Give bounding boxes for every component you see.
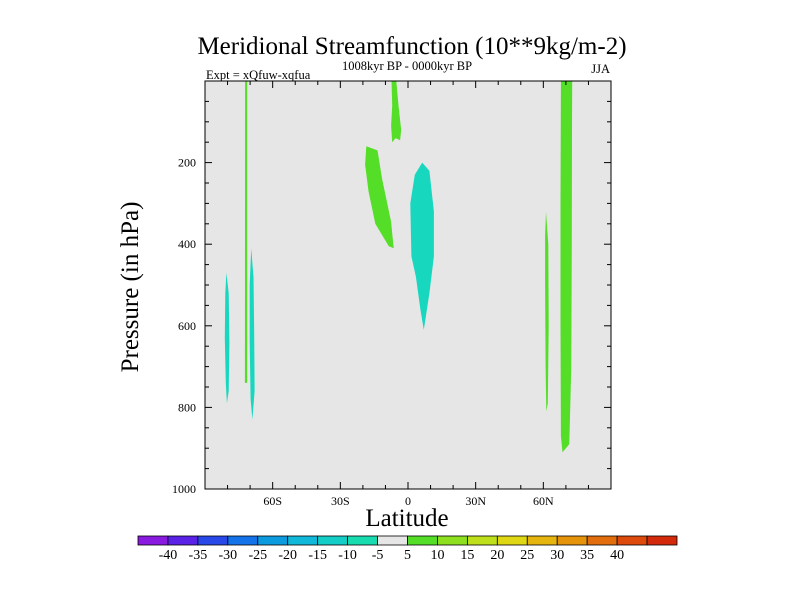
colorbar-label: 25 (520, 548, 534, 563)
colorbar: -40 -35 -30 -25 -20 -15 -10 -5 5 10 15 20 25 30 35 40 (137, 535, 678, 563)
chart-title: Meridional Streamfunction (10**9kg/m-2) (197, 33, 626, 60)
colorbar-box (347, 535, 378, 546)
contour-nh-highlat-positive-strip (545, 211, 549, 412)
colorbar-label: 20 (490, 548, 504, 563)
colorbar-box (407, 535, 438, 546)
y-tick-label: 800 (178, 400, 196, 414)
colorbar-box (556, 535, 588, 546)
y-tick-label: 400 (178, 237, 196, 251)
chart-subtitle-left: Expt = xQfuw-xqfua (206, 68, 311, 82)
plot-background (205, 81, 611, 489)
x-axis-label: Latitude (365, 505, 448, 532)
colorbar-box (197, 535, 229, 546)
y-tick-label: 1000 (172, 482, 196, 496)
colorbar-box (616, 535, 648, 546)
colorbar-label: 35 (580, 548, 594, 563)
chart-subtitle-right: JJA (591, 62, 610, 76)
colorbar-label: 10 (430, 548, 444, 563)
colorbar-box (526, 535, 558, 546)
colorbar-box (586, 535, 618, 546)
colorbar-box (496, 535, 528, 546)
y-tick-label: 600 (178, 319, 196, 333)
colorbar-box (287, 535, 319, 546)
colorbar-label: -5 (372, 548, 384, 563)
colorbar-box (317, 535, 349, 546)
plot-area (205, 81, 611, 489)
colorbar-label: 40 (610, 548, 624, 563)
colorbar-label: -15 (308, 548, 327, 563)
colorbar-box (437, 535, 468, 546)
y-tick-label: 200 (178, 156, 196, 170)
x-tick-label: 30S (331, 494, 350, 508)
x-tick-label: 60S (263, 494, 282, 508)
colorbar-label: -10 (338, 548, 357, 563)
colorbar-label: 30 (550, 548, 564, 563)
axes: 60S 30S 0 30N 60N 200 400 600 800 1000 (172, 80, 612, 508)
colorbar-box (466, 535, 498, 546)
contour-tropical-uppermost-positive-cell (391, 81, 402, 143)
x-tick-label: 0 (405, 494, 411, 508)
colorbar-box (257, 535, 289, 546)
colorbar-label: -25 (248, 548, 267, 563)
colorbar-box (646, 535, 678, 546)
contour-sh-highlat-negative-cell (249, 248, 255, 420)
colorbar-label: -30 (218, 548, 237, 563)
x-tick-label: 30N (465, 494, 486, 508)
colorbar-box (227, 535, 259, 546)
contour-sh-positive-strip (244, 81, 248, 383)
y-axis-label: Pressure (in hPa) (117, 202, 144, 373)
contour-sh-polar-negative-cell (224, 272, 230, 404)
colorbar-label: -20 (278, 548, 297, 563)
contour-tropical-upper-positive-cell (365, 146, 394, 249)
colorbar-label: 15 (460, 548, 474, 563)
colorbar-label: -40 (159, 548, 178, 563)
colorbar-box (167, 535, 199, 546)
colorbar-label: 5 (404, 548, 411, 563)
contour-tropical-negative-cell (410, 162, 434, 330)
colorbar-box (377, 535, 408, 546)
colorbar-label: -35 (189, 548, 208, 563)
x-tick-label: 60N (533, 494, 554, 508)
colorbar-box (137, 535, 169, 546)
chart-subtitle-center: 1008kyr BP - 0000kyr BP (342, 59, 472, 73)
contour-nh-polar-positive-band (560, 81, 573, 453)
